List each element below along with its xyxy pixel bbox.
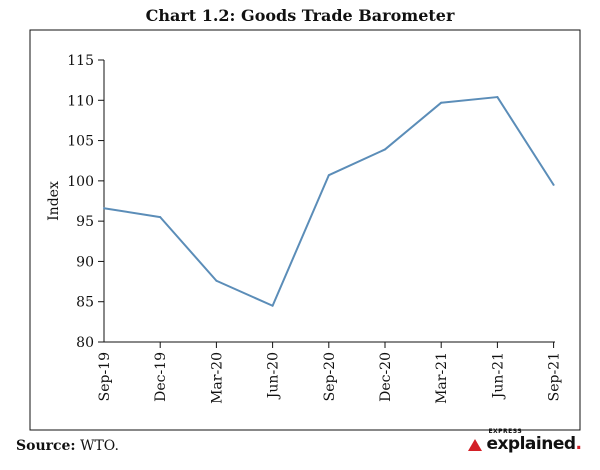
- y-tick-label: 100: [67, 174, 94, 190]
- x-tick-label: Sep-20: [322, 352, 338, 401]
- y-tick-label: 80: [76, 335, 94, 351]
- x-tick-label: Jun-21: [490, 352, 506, 400]
- logo-text: EXPRESS explained.: [486, 429, 582, 454]
- logo-small-text: EXPRESS: [488, 428, 523, 435]
- data-point: [271, 304, 274, 307]
- data-point: [384, 148, 386, 151]
- series-line: [103, 96, 555, 307]
- x-tick-label: Jun-20: [266, 352, 282, 400]
- data-point: [496, 96, 499, 99]
- y-tick-label: 90: [76, 254, 94, 270]
- chart-title: Chart 1.2: Goods Trade Barometer: [145, 6, 455, 25]
- y-tick-label: 105: [67, 134, 94, 150]
- data-point: [103, 207, 105, 210]
- x-tick-label: Dec-20: [378, 352, 394, 402]
- logo-dot: .: [575, 434, 582, 454]
- y-tick-label: 110: [67, 93, 94, 109]
- data-point: [159, 216, 162, 219]
- express-explained-logo: EXPRESS explained.: [468, 429, 582, 454]
- x-tick-label: Mar-20: [209, 352, 225, 404]
- data-point: [552, 183, 555, 186]
- source-note: Source: WTO.: [16, 438, 119, 454]
- y-axis-label: Index: [46, 181, 62, 221]
- logo-big-text: explained: [486, 434, 576, 454]
- source-label: Source:: [16, 438, 76, 454]
- data-point: [440, 101, 443, 104]
- data-point: [215, 279, 218, 282]
- x-tick-label: Sep-19: [97, 352, 113, 401]
- logo-mark-icon: [468, 438, 483, 451]
- series-group: [103, 96, 555, 307]
- x-ticks: Sep-19 Dec-19 Mar-20 Jun-20 Sep-20 Dec-20 Mar-…: [97, 342, 563, 404]
- x-tick-label: Mar-21: [434, 352, 450, 404]
- y-tick-label: 115: [67, 53, 94, 69]
- plot-frame: [29, 29, 581, 431]
- x-tick-label: Sep-21: [547, 352, 563, 401]
- y-tick-label: 85: [76, 295, 94, 311]
- y-ticks: 80 85 90 95 100 105 110 115: [67, 53, 104, 351]
- x-tick-label: Dec-19: [153, 352, 169, 402]
- y-tick-label: 95: [76, 214, 94, 230]
- data-point: [327, 174, 330, 177]
- source-text: WTO.: [80, 438, 119, 454]
